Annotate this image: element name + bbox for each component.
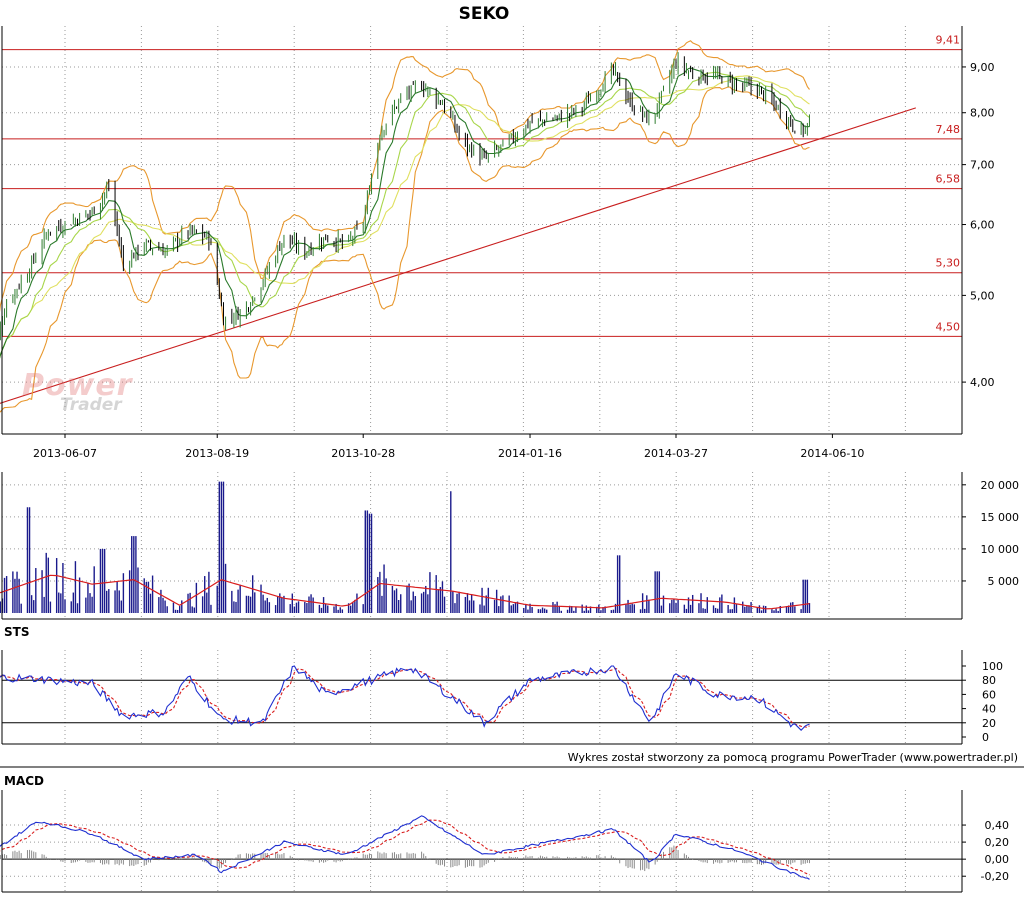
x-tick-label: 2013-08-19 [185, 447, 249, 460]
macd-y-tick-label: 0,00 [985, 853, 1010, 866]
volume-y-tick-label: 15 000 [981, 511, 1020, 524]
price-y-tick-label: 6,00 [970, 219, 995, 232]
level-label: 9,41 [936, 34, 961, 47]
level-label: 7,48 [936, 123, 961, 136]
macd-y-tick-label: 0,20 [985, 836, 1010, 849]
level-label: 4,50 [936, 320, 961, 333]
volume-average-line [0, 574, 810, 610]
sts-y-tick-label: 80 [982, 674, 996, 687]
sts-signal-line [0, 667, 810, 728]
chart-title: SEKO [459, 4, 510, 24]
macd-signal-line [0, 819, 810, 876]
watermark-line2: Trader [60, 395, 122, 415]
sts-y-tick-label: 60 [982, 688, 996, 701]
macd-label: MACD [4, 774, 44, 788]
sts-y-tick-label: 20 [982, 717, 996, 730]
powertrader-watermark: Power Trader [22, 368, 132, 415]
sts-main-line [0, 665, 810, 731]
macd-y-tick-label: -0,20 [981, 870, 1009, 883]
ma-mid-line [0, 71, 810, 359]
ma-fast-line [0, 67, 810, 359]
price-y-tick-label: 9,00 [970, 61, 995, 74]
volume-y-tick-label: 5 000 [988, 575, 1020, 588]
sts-y-tick-label: 40 [982, 703, 996, 716]
macd-main-line [0, 815, 810, 880]
volume-y-tick-label: 20 000 [981, 479, 1020, 492]
x-tick-label: 2013-10-28 [331, 447, 395, 460]
volume-y-tick-label: 10 000 [981, 543, 1020, 556]
watermark-line1: Power [22, 368, 133, 403]
trend-line [0, 107, 916, 404]
x-tick-label: 2014-01-16 [498, 447, 562, 460]
macd-y-tick-label: 0,40 [985, 819, 1010, 832]
x-tick-label: 2013-06-07 [33, 447, 97, 460]
credit-text: Wykres został stworzony za pomocą progra… [567, 751, 1018, 764]
sts-y-tick-label: 0 [982, 731, 989, 744]
price-y-tick-label: 7,00 [970, 159, 995, 172]
x-tick-label: 2014-06-10 [800, 447, 864, 460]
sts-label: STS [4, 625, 29, 639]
level-label: 5,30 [936, 257, 961, 270]
price-y-tick-label: 8,00 [970, 107, 995, 120]
price-y-tick-label: 4,00 [970, 376, 995, 389]
x-tick-label: 2014-03-27 [644, 447, 708, 460]
level-label: 6,58 [936, 173, 961, 186]
sts-y-tick-label: 100 [982, 660, 1003, 673]
price-y-tick-label: 5,00 [970, 289, 995, 302]
bollinger-upper [0, 40, 810, 313]
